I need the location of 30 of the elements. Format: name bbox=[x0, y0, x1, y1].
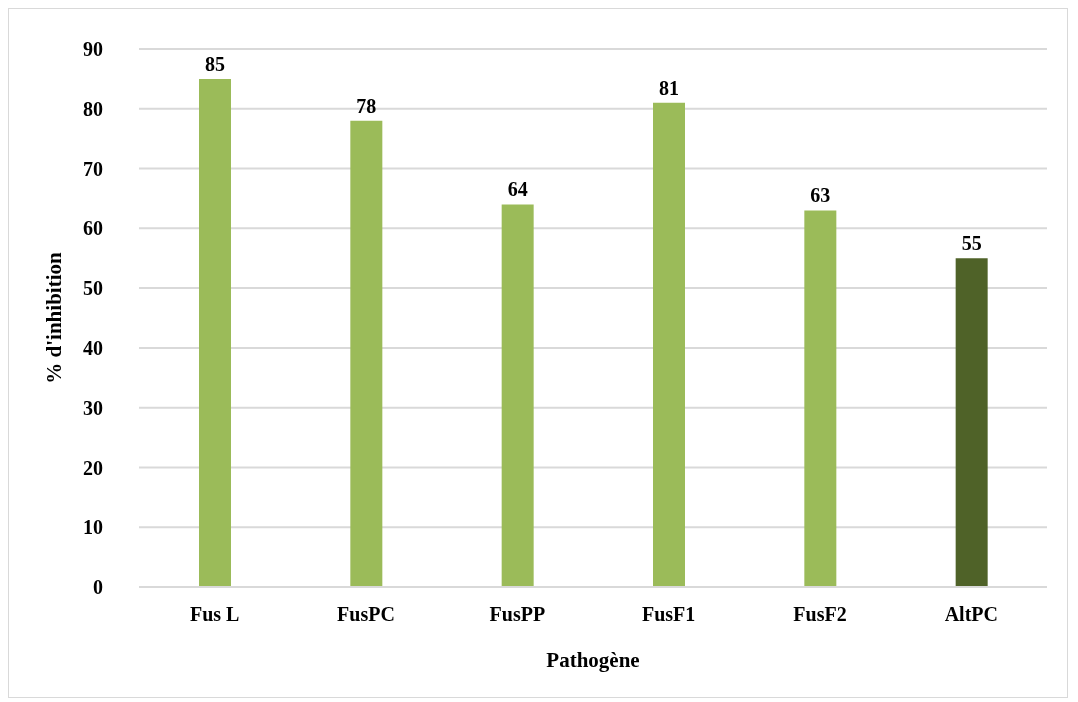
bar bbox=[199, 78, 231, 587]
x-tick-label: FusPP bbox=[489, 603, 546, 626]
bar bbox=[804, 210, 837, 587]
bar bbox=[501, 204, 534, 587]
y-tick-label: 90 bbox=[83, 38, 103, 61]
y-tick-label: 50 bbox=[83, 277, 103, 300]
y-tick-label: 0 bbox=[93, 576, 103, 599]
data-label: 85 bbox=[205, 52, 225, 75]
y-tick-label: 60 bbox=[83, 217, 103, 240]
y-axis-title: % d'inhibition bbox=[42, 252, 67, 384]
bar bbox=[350, 120, 383, 587]
y-tick-label: 80 bbox=[83, 97, 103, 120]
y-tick-label: 30 bbox=[83, 396, 103, 419]
data-label: 63 bbox=[810, 184, 831, 207]
x-tick-label: FusF1 bbox=[641, 603, 696, 626]
x-axis-title: Pathogène bbox=[546, 648, 640, 672]
y-tick-label: 10 bbox=[83, 516, 103, 539]
x-tick-label: Fus L bbox=[189, 603, 240, 626]
bar bbox=[653, 102, 685, 587]
data-label: 81 bbox=[659, 76, 679, 99]
y-tick-label: 20 bbox=[83, 456, 103, 479]
bar bbox=[955, 258, 988, 587]
data-label: 78 bbox=[356, 94, 377, 117]
x-tick-label: FusPC bbox=[337, 603, 395, 626]
y-tick-label: 40 bbox=[83, 336, 103, 359]
x-tick-label: AltPC bbox=[944, 603, 998, 626]
y-tick-label: 70 bbox=[83, 157, 103, 180]
data-label: 55 bbox=[961, 232, 982, 255]
data-label: 64 bbox=[507, 178, 528, 201]
x-tick-label: FusF2 bbox=[793, 603, 847, 626]
